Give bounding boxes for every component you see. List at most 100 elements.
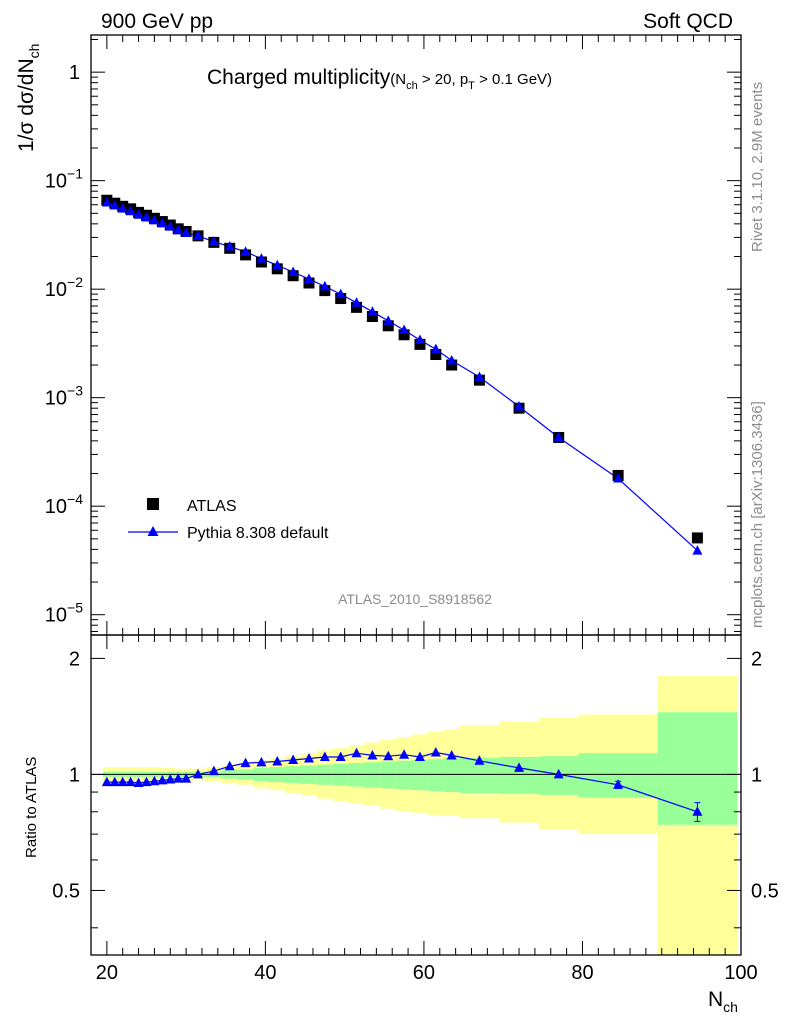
pythia-point	[208, 236, 219, 246]
y-ratio-tick-label-left: 1	[69, 764, 80, 786]
x-axis-label: Nch	[708, 988, 738, 1015]
y-main-tick-label: 10−4	[45, 491, 83, 518]
atlas-point	[319, 285, 331, 297]
pythia-point	[319, 280, 330, 291]
ratio-point	[193, 768, 204, 779]
atlas-point	[351, 301, 363, 313]
ratio-point	[514, 762, 525, 772]
y-main-tick-label: 10−3	[45, 383, 83, 410]
ratio-point	[157, 774, 168, 785]
pythia-point	[288, 266, 299, 276]
tick-labels: 20 40 60 80 100 1 10−1 10−2 10−3 10−4 10−5 2 2 1 1 0.5 0…	[45, 62, 779, 984]
rivet-label: Rivet 3.1.10, 2.9M events	[749, 82, 766, 252]
atlas-point	[366, 310, 378, 322]
ratio-point	[383, 750, 394, 761]
ratio-point	[101, 776, 112, 787]
pythia-point	[173, 224, 184, 235]
pythia-point	[303, 273, 314, 284]
ratio-point	[149, 775, 160, 786]
axes	[90, 34, 742, 956]
legend-atlas-label: ATLAS	[187, 498, 237, 515]
band-inner-bin	[427, 759, 445, 792]
analysis-id: ATLAS_2010_S8918562	[338, 591, 492, 607]
ratio-point	[613, 779, 624, 789]
ratio-frame	[90, 634, 742, 956]
y-axis-label-main: 1/σ dσ/dNch	[15, 44, 42, 152]
y-main-tick-label: 1	[69, 62, 80, 84]
pythia-point	[553, 431, 564, 442]
pythia-point	[414, 334, 425, 345]
y-main-tick-label: 10−1	[45, 166, 83, 193]
pythia-point	[141, 211, 152, 222]
ratio-point	[141, 776, 152, 787]
pythia-point	[149, 214, 160, 225]
pythia-point	[157, 217, 168, 228]
main-frame	[90, 34, 742, 636]
ratio-point	[399, 749, 410, 759]
y-ratio-tick-label-left: 2	[69, 648, 80, 670]
atlas-point	[691, 532, 703, 544]
ratio-point	[272, 756, 283, 766]
pythia-point	[125, 205, 136, 216]
pythia-point	[692, 545, 703, 555]
pythia-point	[240, 246, 251, 256]
atlas-point	[414, 338, 426, 350]
pythia-point	[383, 315, 394, 325]
band-inner-bin	[396, 760, 413, 790]
y-main-tick-label: 10−5	[45, 600, 83, 627]
x-tick-label: 100	[724, 962, 757, 984]
atlas-point	[446, 359, 458, 371]
mcplots-label: mcplots.cern.ch [arXiv:1306.3436]	[749, 401, 766, 628]
ratio-point	[351, 747, 362, 758]
ratio-point	[109, 776, 120, 787]
ratio-point	[303, 752, 314, 763]
legend-pythia-marker	[147, 526, 159, 536]
pythia-point	[367, 306, 378, 316]
pythia-point	[101, 196, 112, 207]
ratio-series	[101, 746, 703, 822]
ratio-point	[367, 749, 378, 760]
pythia-point	[165, 221, 176, 231]
band-inner-bin	[380, 761, 397, 789]
atlas-point	[382, 320, 394, 332]
header-right: Soft QCD	[643, 10, 733, 33]
band-inner-bin	[443, 758, 461, 793]
plot-title-main: Charged multiplicity	[207, 66, 391, 89]
pythia-point	[514, 400, 525, 411]
ratio-uncertainty-bands	[102, 676, 738, 955]
ratio-point	[474, 755, 485, 765]
x-tick-label: 80	[571, 962, 593, 984]
y-ratio-tick-label-right: 2	[751, 648, 762, 670]
pythia-point	[117, 203, 128, 213]
y-axis-label-ratio: Ratio to ATLAS	[23, 757, 40, 858]
y-ratio-tick-label-right: 1	[751, 764, 762, 786]
ratio-point	[553, 768, 564, 779]
ratio-point	[335, 751, 346, 761]
y-ratio-tick-label-right: 0.5	[751, 880, 779, 902]
pythia-point	[335, 288, 346, 299]
ratio-point	[446, 749, 457, 760]
legend-pythia-label: Pythia 8.308 default	[187, 525, 329, 542]
pythia-point	[399, 324, 410, 335]
pythia-point	[109, 200, 120, 210]
ratio-point	[288, 754, 299, 764]
band-inner-bin	[578, 753, 659, 798]
band-inner-bin	[412, 759, 429, 791]
atlas-point	[430, 349, 442, 361]
x-tick-label: 40	[254, 962, 276, 984]
atlas-point	[335, 293, 347, 305]
header-left: 900 GeV pp	[101, 10, 213, 33]
ratio-point	[430, 746, 441, 757]
legend: ATLAS Pythia 8.308 default	[128, 498, 329, 542]
ratio-point	[173, 773, 184, 783]
ratio-point	[319, 751, 330, 761]
ratio-point	[165, 774, 176, 784]
pythia-point	[430, 343, 441, 354]
ratio-point	[692, 806, 703, 816]
ratio-point	[125, 776, 136, 787]
pythia-point	[133, 209, 144, 219]
band-inner-bin	[499, 756, 540, 794]
x-tick-label: 20	[96, 962, 118, 984]
ratio-point	[256, 756, 267, 767]
